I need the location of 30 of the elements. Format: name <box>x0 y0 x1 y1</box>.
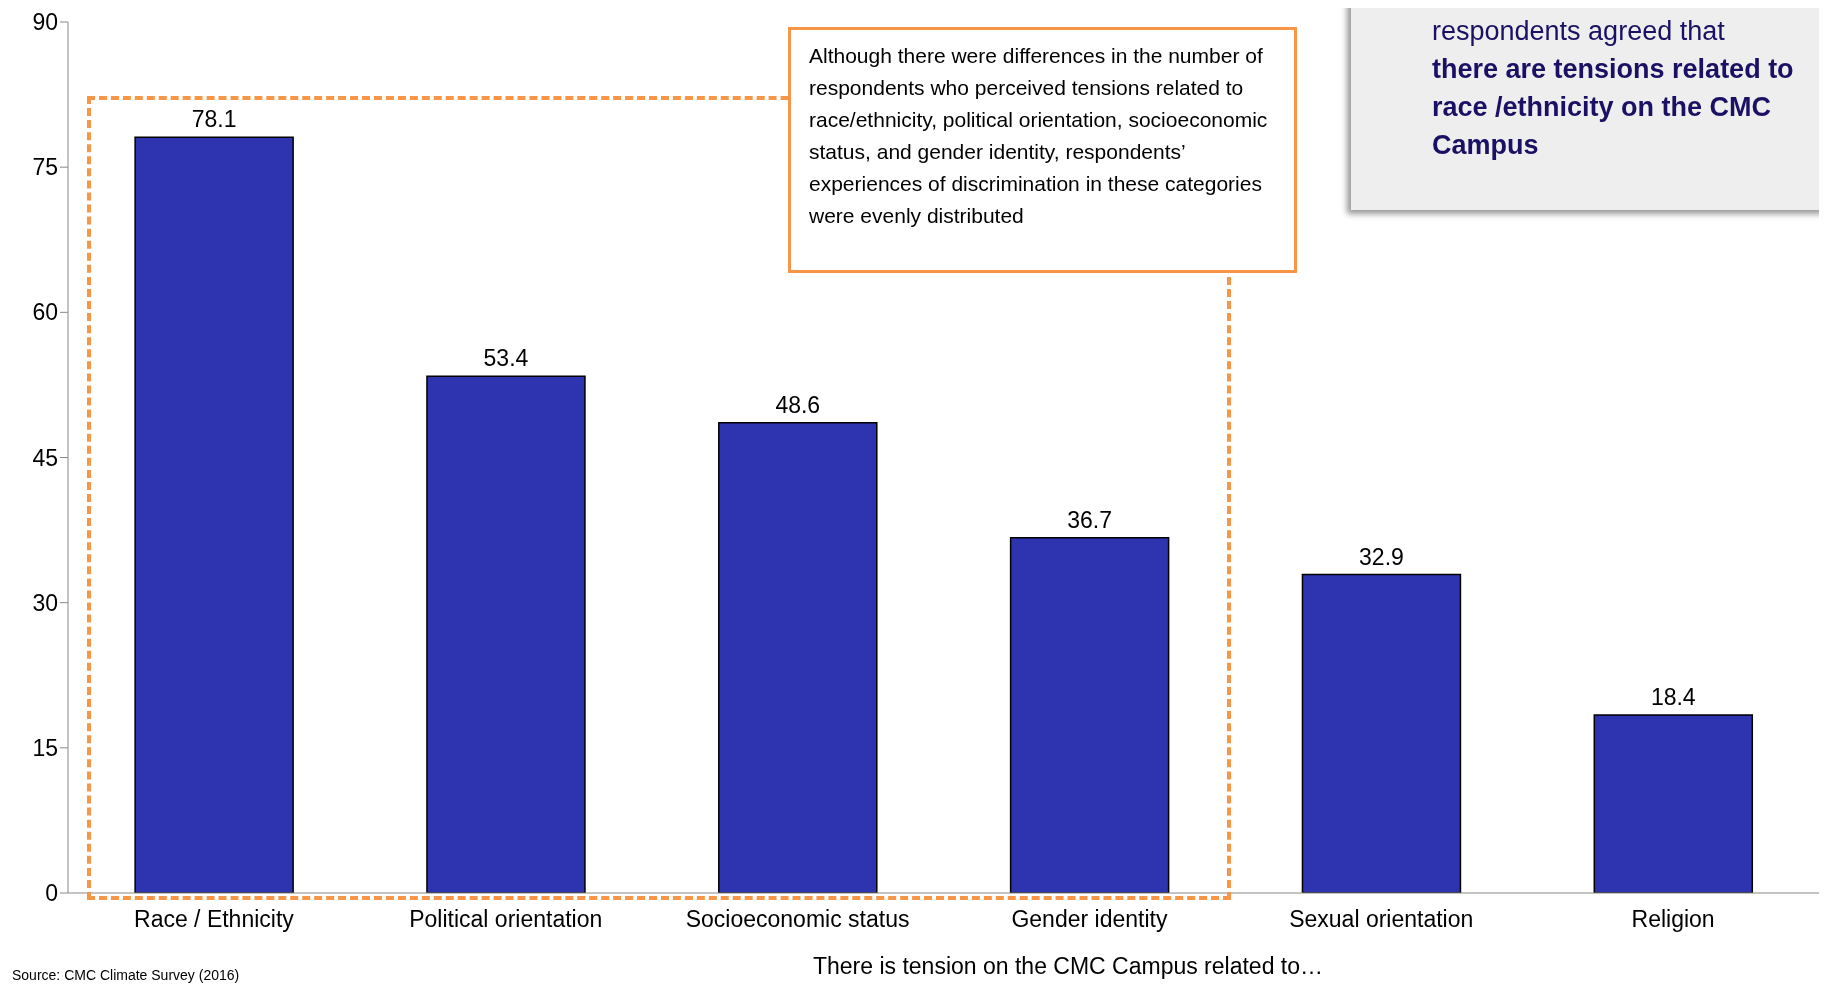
y-tick-label: 90 <box>32 9 58 36</box>
data-label: 18.4 <box>1650 683 1696 710</box>
x-tick-label: Religion <box>1631 906 1715 933</box>
bar <box>1009 537 1170 893</box>
y-tick-label: 30 <box>32 589 58 616</box>
x-tick-label: Sexual orientation <box>1289 906 1474 933</box>
bar <box>1301 573 1462 893</box>
text-box: Although there were differences in the number of respondents who perceived tensions related to race/ethnicity, political orientation, socioeconomic status, and gender identity, respondents’ experiences of discrimination in these categories were evenly distributed <box>788 27 1297 273</box>
y-tick-label: 0 <box>45 880 58 907</box>
data-label: 53.4 <box>483 345 529 372</box>
bar <box>718 421 878 893</box>
annotation: respondents agreed that <box>1432 15 1726 48</box>
source-note: Source: CMC Climate Survey (2016) <box>12 966 240 984</box>
bar <box>426 375 586 893</box>
data-label: 32.9 <box>1359 543 1404 570</box>
y-tick-label: 60 <box>32 299 58 326</box>
annotation: there are tensions related to race /ethnicity on the CMC Campus <box>1432 53 1795 162</box>
y-tick-label: 45 <box>32 444 58 471</box>
x-tick-label: Gender identity <box>1011 906 1168 933</box>
data-label: 48.6 <box>775 391 821 418</box>
y-tick-label: 75 <box>32 154 58 181</box>
x-tick-label: Political orientation <box>409 906 603 933</box>
x-axis-title: There is tension on the CMC Campus related to… <box>811 952 1325 980</box>
data-label: 36.7 <box>1067 506 1112 533</box>
x-tick-label: Race / Ethnicity <box>134 906 295 933</box>
x-tick-label: Socioeconomic status <box>685 906 910 933</box>
bar <box>134 136 294 893</box>
data-label: 78.1 <box>191 106 237 133</box>
y-tick-label: 15 <box>32 735 58 761</box>
bar <box>1593 714 1754 893</box>
